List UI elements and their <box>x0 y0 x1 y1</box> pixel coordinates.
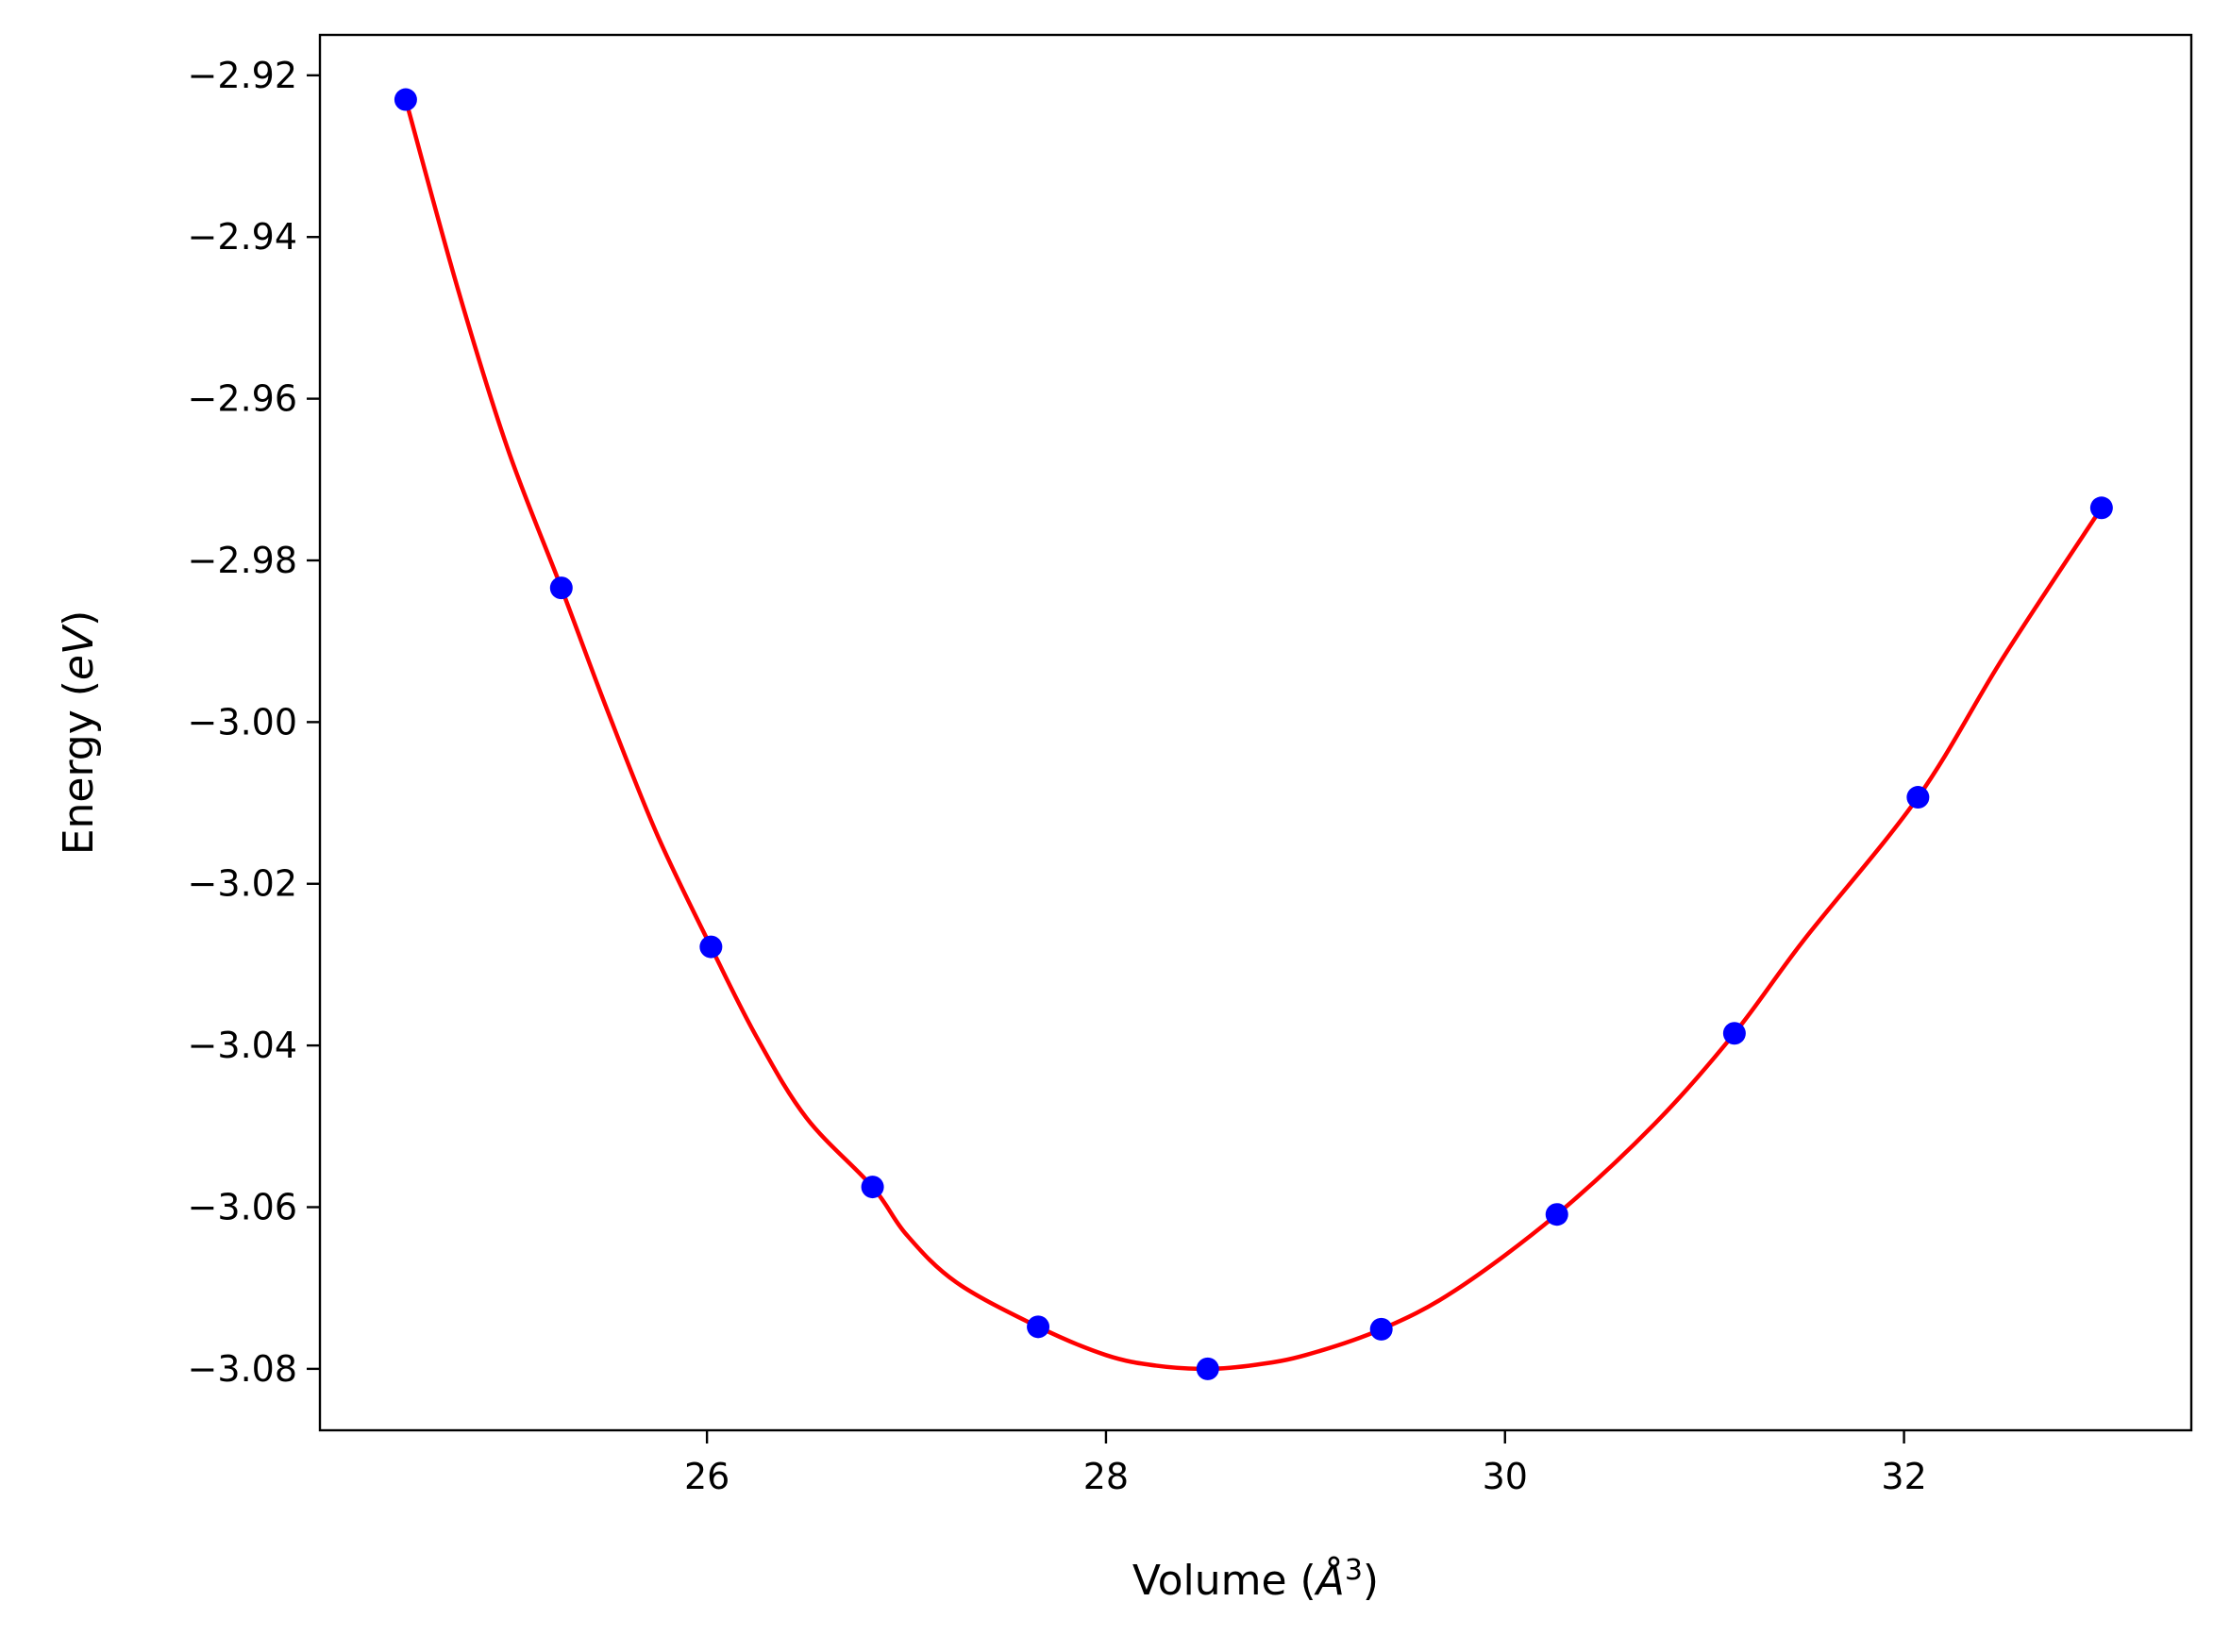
y-axis-label: Energy (eV) <box>55 610 103 856</box>
data-point <box>1545 1203 1568 1226</box>
x-axis-label: Volume (Å3) <box>1132 1554 1379 1605</box>
x-tick-label: 28 <box>1083 1456 1129 1497</box>
y-tick-label: −2.92 <box>188 55 297 96</box>
x-axis-label-close: ) <box>1363 1557 1379 1605</box>
y-tick-label: −3.06 <box>188 1186 297 1227</box>
fit-curve-line <box>403 98 2104 1372</box>
data-point <box>1027 1315 1050 1339</box>
x-axis-label-text: Volume ( <box>1132 1557 1316 1605</box>
data-points-group <box>394 88 2113 1380</box>
data-point <box>394 88 417 111</box>
y-tick-label: −3.08 <box>188 1348 297 1390</box>
data-point <box>549 576 573 600</box>
y-axis-label-text: Energy ( <box>55 680 103 855</box>
y-tick-label: −2.94 <box>188 216 297 258</box>
axes-frame <box>318 33 2193 1432</box>
data-point <box>1722 1022 1746 1045</box>
data-point <box>1369 1317 1393 1341</box>
y-tick-label: −2.98 <box>188 540 297 581</box>
y-tick-label: −3.00 <box>188 701 297 743</box>
x-tick-label: 30 <box>1483 1456 1528 1497</box>
data-point <box>1196 1357 1219 1380</box>
y-tick-label: −2.96 <box>188 378 297 420</box>
data-point <box>2089 496 2113 520</box>
y-axis-label-unit: eV <box>55 624 103 680</box>
x-tick-label: 32 <box>1881 1456 1926 1497</box>
fit-curve-group <box>403 98 2104 1372</box>
y-tick-label: −3.04 <box>188 1025 297 1066</box>
data-point <box>699 935 723 959</box>
plot-frame <box>318 33 2193 1432</box>
x-tick-label: 26 <box>684 1456 729 1497</box>
tick-marks: 26 28 30 32 −2.92 −2.94 −2.96 −2.98 −3.00 −3.02 −3… <box>188 55 1927 1497</box>
data-point <box>861 1176 884 1199</box>
x-axis-label-superscript: 3 <box>1345 1554 1363 1587</box>
y-tick-label: −3.02 <box>188 863 297 905</box>
data-point <box>1906 786 1930 809</box>
x-axis-label-symbol: Å <box>1314 1555 1345 1605</box>
y-axis-label-close: ) <box>55 610 103 626</box>
